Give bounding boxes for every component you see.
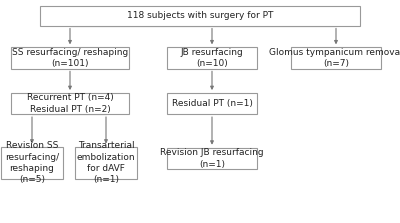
Text: Glomus tympanicum removal
(n=7): Glomus tympanicum removal (n=7) (269, 48, 400, 68)
FancyBboxPatch shape (291, 47, 381, 69)
Text: 118 subjects with surgery for PT: 118 subjects with surgery for PT (127, 11, 273, 20)
Text: Recurrent PT (n=4)
Residual PT (n=2): Recurrent PT (n=4) Residual PT (n=2) (27, 93, 113, 114)
FancyBboxPatch shape (11, 93, 129, 114)
Text: Transarterial
embolization
for dAVF
(n=1): Transarterial embolization for dAVF (n=1… (77, 141, 135, 184)
FancyBboxPatch shape (75, 147, 137, 179)
FancyBboxPatch shape (40, 6, 360, 26)
Text: JB resurfacing
(n=10): JB resurfacing (n=10) (181, 48, 243, 68)
Text: Revision SS
resurfacing/
reshaping
(n=5): Revision SS resurfacing/ reshaping (n=5) (5, 141, 59, 184)
FancyBboxPatch shape (167, 93, 257, 114)
FancyBboxPatch shape (167, 47, 257, 69)
FancyBboxPatch shape (11, 47, 129, 69)
Text: Revision JB resurfacing
(n=1): Revision JB resurfacing (n=1) (160, 148, 264, 169)
FancyBboxPatch shape (1, 147, 63, 179)
FancyBboxPatch shape (167, 148, 257, 169)
Text: Residual PT (n=1): Residual PT (n=1) (172, 99, 252, 108)
Text: SS resurfacing/ reshaping
(n=101): SS resurfacing/ reshaping (n=101) (12, 48, 128, 68)
